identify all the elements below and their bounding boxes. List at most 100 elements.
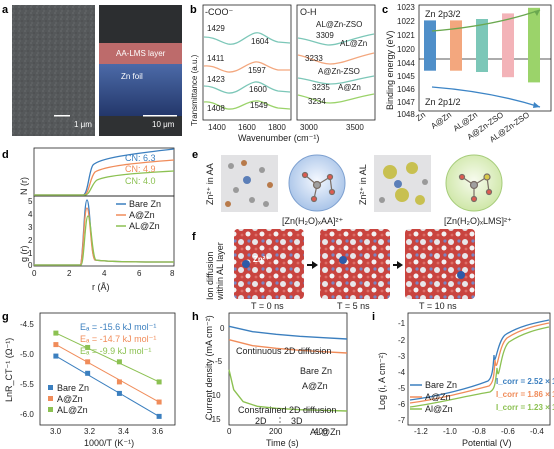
g-ytick-4: -6.0	[20, 410, 34, 419]
i-curve-a	[409, 322, 550, 404]
b-tick-3000: 3000	[300, 123, 318, 132]
g-point-1-1	[85, 359, 91, 365]
c-tick-1044: 1044	[397, 59, 415, 68]
c-ylabel: Binding energy (eV)	[385, 30, 395, 110]
g-fit-line-1	[55, 344, 160, 403]
g-legend-bare: Bare Zn	[57, 383, 89, 393]
d-xtick-4: 4	[102, 269, 107, 278]
d-n-curve-al	[34, 170, 175, 196]
i-xtick-2: -1.0	[443, 427, 457, 436]
i-legend-a: A@Zn	[425, 392, 451, 402]
panel-g-letter: g	[2, 311, 9, 323]
c-tick-1020: 1020	[397, 45, 415, 54]
c-arrowhead-bottom	[533, 102, 540, 108]
c-trend-arrow-bottom	[431, 86, 541, 108]
h-xtick-400: 400	[314, 427, 328, 436]
f-arrowhead-2	[397, 261, 403, 269]
b-right-curve-3	[297, 75, 375, 85]
c-bar-bottom-0	[424, 59, 436, 71]
panel-b-letter: b	[190, 4, 197, 16]
f-arrowhead-1	[312, 261, 318, 269]
f-ion-5	[339, 256, 347, 264]
g-point-0-1	[85, 370, 91, 376]
c-top-title: Zn 2p3/2	[425, 9, 461, 19]
d-legend-al: AL@Zn	[129, 221, 160, 231]
g-ylabel: LnR_CT⁻¹ (Ω⁻¹)	[4, 338, 14, 402]
panel-c: c Binding energy (eV) Zn 2p3/2 Zn 2p1/2 …	[382, 3, 552, 144]
c-tick-1045: 1045	[397, 72, 415, 81]
d-bottom-ylabel: g (r)	[19, 246, 29, 263]
h-al-label: AL@Zn	[310, 427, 341, 437]
d-g-curve-al	[34, 215, 175, 266]
f-side-line-2: within AL layer	[215, 242, 225, 301]
h-xtick-0: 0	[227, 427, 232, 436]
d-gtick-1: 1	[28, 249, 33, 258]
h-ytick-0: 0	[220, 324, 225, 333]
f-side-label: Ion diffusion within AL layer	[205, 242, 225, 301]
d-xtick-0: 0	[32, 269, 37, 278]
e-left-side-label: Zn²⁺ in AA	[205, 163, 215, 205]
i-ytick-7: -7	[398, 416, 406, 425]
e-al-molecule	[458, 173, 493, 203]
i-xtick-3: -0.8	[472, 427, 486, 436]
b-right-curve-4	[297, 93, 375, 104]
f-side-line-1: Ion diffusion	[205, 252, 215, 300]
panel-i: i Log (i, A cm⁻²) Bare Zn A@Zn Al@Zn I_c…	[372, 311, 554, 448]
i-xtick-4: -0.6	[501, 427, 515, 436]
b-right-axes	[296, 4, 376, 121]
panel-b: b Transmittance (a.u.) -COO⁻ O-H 1429 16…	[190, 4, 376, 143]
d-n-curve-a	[34, 159, 175, 196]
h-bare-label: Bare Zn	[300, 366, 332, 376]
b-left-curve-1	[203, 32, 291, 45]
scale-bar-left	[54, 115, 70, 117]
d-xlabel: r (Å)	[92, 282, 110, 292]
d-cn-bare: CN: 6.3	[125, 153, 156, 163]
g-ytick-2: -5.0	[20, 350, 34, 359]
b-left-curve-2	[203, 61, 290, 73]
i-ytick-2: -2	[398, 336, 406, 345]
c-tick-1046: 1046	[397, 85, 415, 94]
h-ytick-3: -15	[209, 415, 221, 424]
b-left-title: -COO⁻	[205, 7, 233, 17]
aa-lms-layer-band	[99, 43, 182, 64]
g-fit-line-0	[55, 355, 160, 417]
g-ytick-3: -5.5	[20, 380, 34, 389]
i-ytick-4: -4	[398, 368, 406, 377]
g-legend-swatch-a	[48, 396, 53, 401]
e-aa-complex-label: [Zn(H₂O)ₓAA]²⁺	[282, 216, 343, 226]
b-tick-1800: 1800	[268, 123, 286, 132]
d-cn-a: CN: 4.9	[125, 164, 156, 174]
panel-d-letter: d	[2, 149, 9, 161]
d-gtick-2: 2	[28, 236, 33, 245]
b-peak-2a: 1411	[207, 54, 225, 63]
b-right-peak-3: 3235	[312, 83, 330, 92]
h-series-line-1	[228, 338, 348, 354]
g-xtick-4: 3.6	[152, 427, 164, 436]
f-time-10: T = 10 ns	[419, 301, 457, 311]
b-peak-3a: 1423	[207, 75, 225, 84]
g-point-0-3	[156, 413, 162, 419]
g-point-0-2	[116, 390, 122, 396]
g-point-1-0	[53, 342, 59, 348]
b-right-series-3: A@Zn-ZSO	[318, 67, 360, 76]
g-ea-bare: Eₐ = -15.6 kJ mol⁻¹	[80, 322, 156, 332]
b-right-curve-2	[297, 52, 375, 65]
i-legend-bare: Bare Zn	[425, 380, 457, 390]
b-tick-1600: 1600	[238, 123, 256, 132]
i-icorr-al: I_corr = 1.23 × 10⁻³	[496, 403, 554, 412]
i-ytick-3: -3	[398, 352, 406, 361]
c-bar-bottom-3	[502, 59, 514, 78]
panel-f: f Ion diffusion within AL layer Zn²⁺ T =…	[192, 229, 475, 311]
h-axes	[228, 312, 348, 426]
c-tick-1023: 1023	[397, 3, 415, 12]
panel-g: g LnR_CT⁻¹ (Ω⁻¹) Eₐ = -15.6 kJ mol⁻¹ Eₐ …	[2, 311, 176, 448]
scale-bar-right	[143, 115, 177, 117]
e-right-side-label: Zn²⁺ in AL	[358, 164, 368, 205]
i-ytick-6: -6	[398, 400, 406, 409]
g-point-2-1	[85, 344, 91, 350]
f-ion-10	[457, 271, 465, 279]
f-time-5: T = 5 ns	[337, 301, 370, 311]
i-curve-bare	[409, 319, 550, 401]
i-axes	[407, 312, 551, 426]
